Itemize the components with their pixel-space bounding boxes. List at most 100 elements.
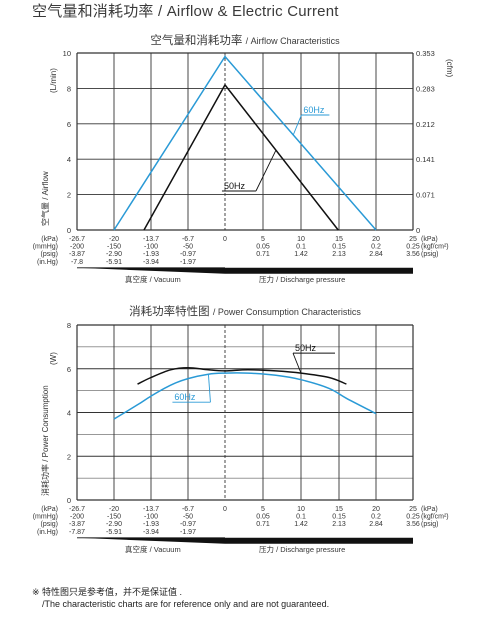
x-tick-kpa: 20 bbox=[372, 236, 380, 243]
x-tick-kpa: 15 bbox=[335, 236, 343, 243]
x-tick-kpa: -13.7 bbox=[143, 236, 159, 243]
x-tick-kgf: 0.05 bbox=[256, 514, 270, 521]
x-tick-kpa: 15 bbox=[335, 506, 343, 513]
x-tick-psig: -1.93 bbox=[143, 521, 159, 528]
x-tick-inhg: -1.97 bbox=[180, 529, 196, 536]
x-tick-kgf: 0.1 bbox=[296, 514, 306, 521]
x-tick-kpa: 5 bbox=[261, 506, 265, 513]
x-tick-psig: -2.90 bbox=[106, 251, 122, 258]
x-tick-mmhg: -50 bbox=[183, 244, 193, 251]
footnote-en: /The characteristic charts are for refer… bbox=[42, 599, 330, 609]
x-tick-mmhg: -200 bbox=[70, 244, 84, 251]
series-leader-50hz bbox=[255, 149, 277, 192]
discharge-band bbox=[77, 537, 413, 544]
x-tick-inhg: -7.87 bbox=[69, 529, 85, 536]
x-tick-mmhg: -200 bbox=[70, 514, 84, 521]
footnote-cn: ※ 特性图只是参考值，并不是保证值 . bbox=[32, 587, 183, 597]
y-tick-label: 6 bbox=[67, 120, 71, 129]
x-tick-mmhg: -100 bbox=[144, 514, 158, 521]
x-tick-psig: 0.71 bbox=[256, 251, 270, 258]
x-tick-psig: 1.42 bbox=[294, 251, 308, 258]
y-axis-label: 空气量 / Airflow bbox=[40, 171, 50, 226]
airflow-title-en: / Airflow Characteristics bbox=[245, 36, 340, 46]
y-axis-unit-label: (L/min) bbox=[49, 68, 58, 93]
x-tick-kgf: 0.1 bbox=[296, 244, 306, 251]
x-tick-mmhg: -150 bbox=[107, 244, 121, 251]
discharge-label: 压力 / Discharge pressure bbox=[259, 544, 345, 554]
x-tick-psig: 2.13 bbox=[332, 521, 346, 528]
x-tick-kpa: -20 bbox=[109, 236, 119, 243]
series-leader-50hz bbox=[292, 352, 302, 374]
series-line-60hz bbox=[113, 55, 377, 231]
power-title-en: / Power Consumption Characteristics bbox=[212, 307, 361, 317]
pressure-unit-label-right: (psig) bbox=[421, 521, 439, 528]
x-tick-psig: -3.87 bbox=[69, 251, 85, 258]
x-tick-kpa: 10 bbox=[297, 506, 305, 513]
x-tick-psig: 2.13 bbox=[332, 251, 346, 258]
y2-tick-label: 0 bbox=[416, 226, 420, 235]
x-tick-kpa: -26.7 bbox=[69, 506, 85, 513]
y2-tick-label: 0.071 bbox=[416, 191, 435, 200]
x-tick-psig: -1.93 bbox=[143, 251, 159, 258]
pressure-unit-label: (psig) bbox=[40, 521, 58, 528]
pressure-unit-label: (mmHg) bbox=[33, 244, 58, 251]
x-tick-kgf: 0.25 bbox=[406, 244, 420, 251]
x-tick-psig: -0.97 bbox=[180, 521, 196, 528]
x-tick-psig: 3.56 bbox=[406, 521, 420, 528]
x-tick-psig: -0.97 bbox=[180, 251, 196, 258]
x-tick-kpa: 25 bbox=[409, 236, 417, 243]
power-chart-title: 消耗功率特性图 / Power Consumption Characterist… bbox=[0, 303, 490, 319]
pressure-unit-label-right: (kgf/cm²) bbox=[421, 514, 449, 521]
x-tick-kpa: 20 bbox=[372, 506, 380, 513]
series-leader-60hz bbox=[292, 114, 302, 135]
x-tick-kgf: 0.15 bbox=[332, 244, 346, 251]
x-tick-mmhg: -150 bbox=[107, 514, 121, 521]
x-tick-kpa: 10 bbox=[297, 236, 305, 243]
series-line-60hz bbox=[113, 372, 377, 420]
y2-axis-label: (cfm) bbox=[445, 59, 454, 78]
x-tick-kgf: 0.15 bbox=[332, 514, 346, 521]
x-tick-kpa: -6.7 bbox=[182, 506, 194, 513]
x-tick-psig: 2.84 bbox=[369, 521, 383, 528]
x-tick-inhg: -3.94 bbox=[143, 529, 159, 536]
y-tick-label: 8 bbox=[67, 84, 71, 93]
x-tick-psig: 1.42 bbox=[294, 521, 308, 528]
discharge-band bbox=[77, 267, 413, 274]
y-tick-label: 6 bbox=[67, 365, 71, 374]
x-tick-inhg: -5.91 bbox=[106, 259, 122, 266]
airflow-chart-title: 空气量和消耗功率 / Airflow Characteristics bbox=[0, 32, 490, 48]
series-label-60hz: 60Hz bbox=[303, 105, 325, 115]
x-tick-kgf: 0.2 bbox=[371, 514, 381, 521]
y2-tick-label: 0.353 bbox=[416, 49, 435, 58]
airflow-title-cn: 空气量和消耗功率 bbox=[150, 35, 243, 47]
y2-tick-label: 0.141 bbox=[416, 155, 435, 164]
x-tick-kpa: -26.7 bbox=[69, 236, 85, 243]
y-tick-label: 2 bbox=[67, 452, 71, 461]
pressure-unit-label: (psig) bbox=[40, 251, 58, 258]
x-tick-psig: 2.84 bbox=[369, 251, 383, 258]
series-line-50hz bbox=[137, 366, 347, 385]
series-label-50hz: 50Hz bbox=[295, 343, 317, 353]
page-title: 空气量和消耗功率 / Airflow & Electric Current bbox=[32, 3, 339, 20]
x-tick-kpa: -13.7 bbox=[143, 506, 159, 513]
y2-tick-label: 0.212 bbox=[416, 120, 435, 129]
y-tick-label: 0 bbox=[67, 226, 71, 235]
y-tick-label: 8 bbox=[67, 321, 71, 330]
x-tick-kpa: -20 bbox=[109, 506, 119, 513]
series-label-60hz: 60Hz bbox=[174, 392, 196, 402]
x-tick-kpa: -6.7 bbox=[182, 236, 194, 243]
x-tick-kpa: 25 bbox=[409, 506, 417, 513]
y-tick-label: 0 bbox=[67, 496, 71, 505]
pressure-unit-label-right: (psig) bbox=[421, 251, 439, 258]
x-tick-psig: 0.71 bbox=[256, 521, 270, 528]
y-tick-label: 10 bbox=[63, 49, 71, 58]
x-tick-psig: -3.87 bbox=[69, 521, 85, 528]
pressure-unit-label-right: (kPa) bbox=[421, 506, 438, 513]
pressure-unit-label: (in.Hg) bbox=[37, 529, 58, 536]
pressure-unit-label-right: (kgf/cm²) bbox=[421, 244, 449, 251]
series-line-50hz bbox=[143, 83, 339, 231]
x-tick-inhg: -7.8 bbox=[71, 259, 83, 266]
power-chart: 0 2 4 6 8 (W) 消耗功率 / Power Consumption 50Hz 60Hz… bbox=[33, 321, 449, 554]
series-label-50hz: 50Hz bbox=[224, 181, 246, 191]
x-tick-inhg: -1.97 bbox=[180, 259, 196, 266]
